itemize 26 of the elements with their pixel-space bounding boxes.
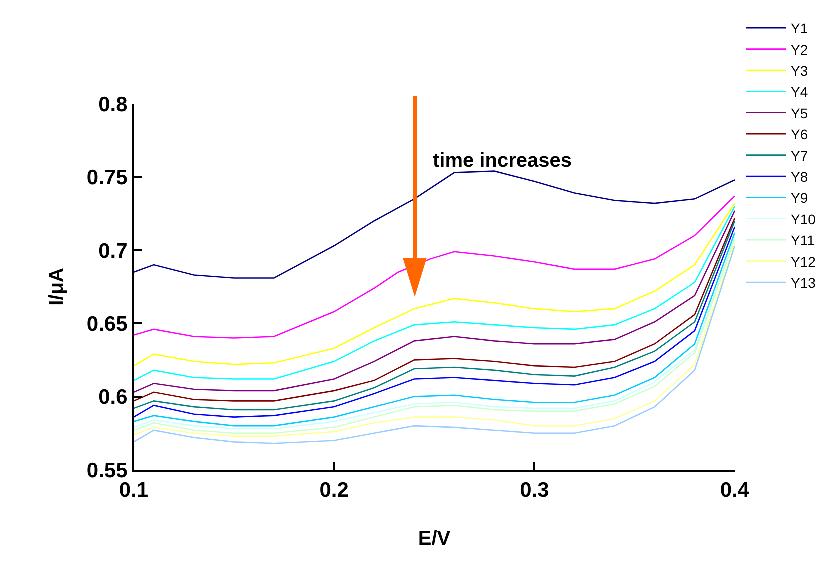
legend-label: Y12 xyxy=(791,254,816,270)
y-axis-title: I/μA xyxy=(46,268,68,306)
legend-label: Y7 xyxy=(791,148,808,164)
y-tick-label: 0.8 xyxy=(98,93,128,116)
legend-label: Y13 xyxy=(791,274,816,291)
annotation: time increases xyxy=(433,150,572,172)
legend-label: Y5 xyxy=(791,105,808,122)
y-tick-label: 0.75 xyxy=(86,166,128,190)
legend-label: Y1 xyxy=(791,20,808,37)
x-tick-label: 0.2 xyxy=(320,479,349,502)
legend-label: Y9 xyxy=(791,190,808,206)
legend-label: Y2 xyxy=(791,42,808,58)
y-tick-label: 0.7 xyxy=(98,240,128,263)
legend-label: Y11 xyxy=(791,232,816,249)
legend-label: Y4 xyxy=(791,84,808,100)
legend-label: Y8 xyxy=(791,168,808,185)
x-tick-label: 0.3 xyxy=(520,479,550,502)
x-axis-title: E/V xyxy=(418,528,452,550)
legend-label: Y3 xyxy=(791,62,808,79)
line-series xyxy=(134,170,735,279)
x-tick-label: 0.4 xyxy=(720,479,750,502)
y-tick-label: 0.65 xyxy=(86,312,128,336)
line-series xyxy=(134,196,735,339)
y-tick-label: 0.6 xyxy=(98,386,128,410)
legend-label: Y10 xyxy=(791,211,816,228)
legend-label: Y6 xyxy=(791,126,808,143)
